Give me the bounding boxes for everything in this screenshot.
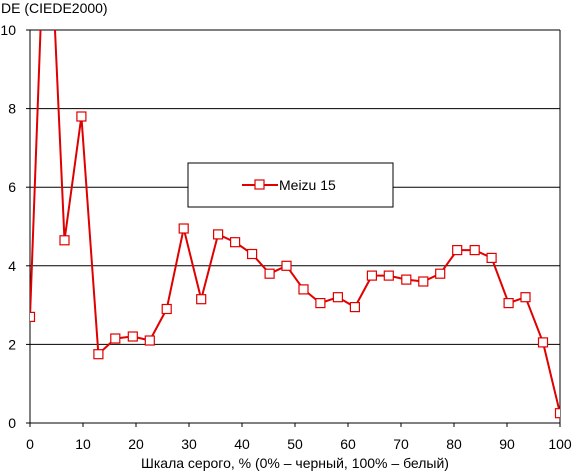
data-point <box>230 237 241 248</box>
x-tick-label-90: 90 <box>499 436 515 452</box>
legend-label: Meizu 15 <box>279 177 336 193</box>
data-point <box>503 298 514 309</box>
axes <box>26 29 561 427</box>
data-point <box>435 268 446 279</box>
data-point <box>264 268 275 279</box>
data-point <box>59 235 70 246</box>
data-point <box>332 292 343 303</box>
data-point <box>469 245 480 256</box>
data-point <box>281 260 292 271</box>
data-point <box>247 248 258 260</box>
data-point <box>537 337 549 348</box>
data-point <box>127 331 138 342</box>
data-point <box>161 303 172 315</box>
data-point <box>315 298 326 309</box>
x-tick-label-80: 80 <box>446 436 462 452</box>
x-tick-label-40: 40 <box>234 436 250 452</box>
legend: Meizu 15 <box>187 162 394 208</box>
x-tick-label-0: 0 <box>26 436 34 452</box>
data-point <box>144 335 155 346</box>
data-point <box>366 270 377 281</box>
data-point <box>196 294 207 305</box>
y-tick-label-2: 2 <box>8 336 16 352</box>
data-point <box>213 229 224 240</box>
data-point <box>401 274 412 285</box>
series-group <box>30 30 560 419</box>
x-tick-labels: 0 10 20 30 40 50 60 70 80 90 100 <box>26 436 572 452</box>
data-point <box>110 333 121 344</box>
y-tick-label-10: 10 <box>0 22 16 38</box>
data-point <box>178 223 189 234</box>
data-point <box>486 252 497 263</box>
x-tick-label-100: 100 <box>548 436 572 452</box>
x-tick-label-60: 60 <box>340 436 356 452</box>
data-point <box>93 349 104 360</box>
data-point <box>383 270 394 281</box>
y-tick-label-0: 0 <box>8 415 16 431</box>
x-axis-label: Шкала серого, % (0% – черный, 100% – бел… <box>141 455 449 471</box>
x-tick-label-20: 20 <box>128 436 144 452</box>
data-point <box>349 302 360 313</box>
data-point <box>452 245 463 256</box>
x-tick-label-10: 10 <box>75 436 91 452</box>
data-point <box>298 284 309 295</box>
x-tick-label-30: 30 <box>181 436 197 452</box>
x-tick-label-70: 70 <box>393 436 409 452</box>
y-axis-label: DE (CIEDE2000) <box>1 0 108 16</box>
data-point <box>30 311 36 322</box>
data-point <box>520 292 531 303</box>
legend-box <box>187 162 394 208</box>
y-tick-labels: 0 2 4 6 8 10 <box>0 22 16 431</box>
x-tick-label-50: 50 <box>287 436 303 452</box>
data-point <box>418 276 429 287</box>
y-tick-label-4: 4 <box>8 258 16 274</box>
y-tick-label-6: 6 <box>8 179 16 195</box>
y-tick-label-8: 8 <box>8 101 16 117</box>
data-point <box>76 111 87 122</box>
legend-marker <box>254 179 265 190</box>
data-point <box>554 408 560 419</box>
